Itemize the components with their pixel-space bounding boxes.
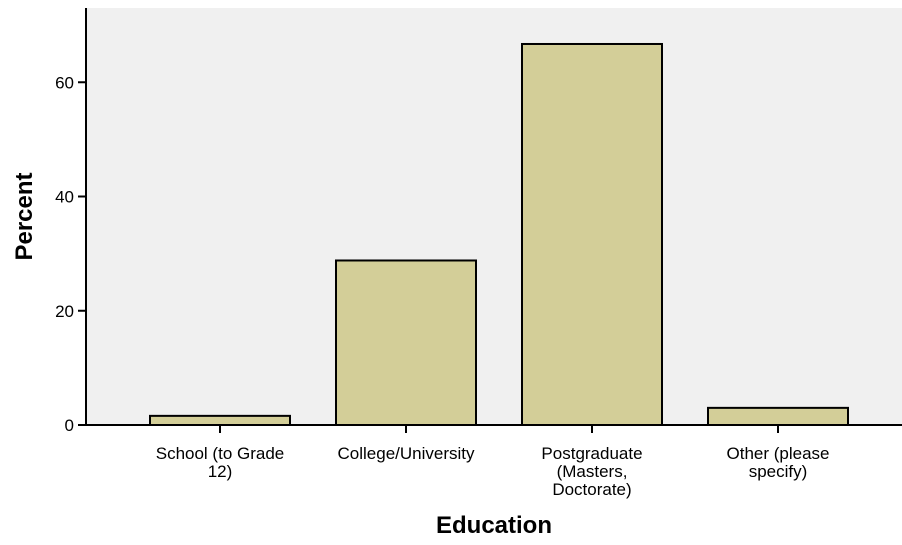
x-category-label-0: School (to Grade 12) bbox=[156, 444, 285, 481]
x-axis-title: Education bbox=[436, 512, 552, 539]
y-ticks-layer: 0 20 40 60 bbox=[55, 73, 86, 435]
bar-2 bbox=[521, 42, 663, 426]
x-ticks-layer: School (to Grade 12) College/University Pos… bbox=[156, 425, 830, 499]
plot-area bbox=[86, 8, 902, 425]
bar-3 bbox=[707, 406, 849, 426]
y-tick-label-3: 60 bbox=[55, 73, 74, 92]
y-axis-title: Percent bbox=[11, 172, 38, 260]
bar-0 bbox=[149, 414, 291, 426]
y-tick-label-2: 40 bbox=[55, 188, 74, 207]
x-category-label-1: College/University bbox=[338, 444, 475, 463]
y-tick-label-0: 0 bbox=[65, 416, 74, 435]
y-tick-label-1: 20 bbox=[55, 302, 74, 321]
bar-1 bbox=[335, 259, 477, 426]
x-category-label-2: Postgraduate (Masters, Doctorate) bbox=[541, 444, 642, 499]
x-category-label-3: Other (please specify) bbox=[727, 444, 830, 481]
bars-layer bbox=[149, 42, 849, 426]
